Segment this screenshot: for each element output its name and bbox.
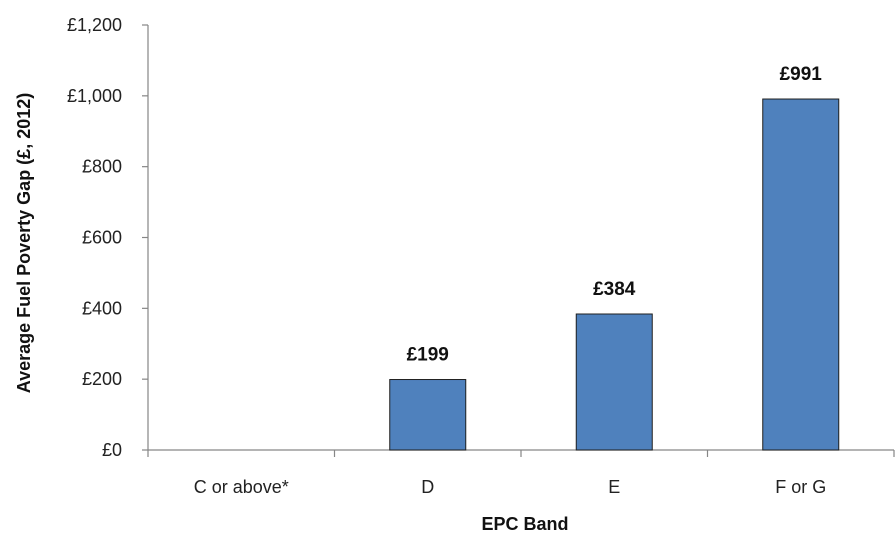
x-axis-title: EPC Band (481, 514, 568, 534)
x-axis: C or above* D E F or G (147, 449, 895, 497)
y-tick-label: £0 (102, 440, 122, 460)
data-label: £991 (780, 64, 823, 85)
x-tick-label: D (421, 477, 434, 497)
y-tick-label: £200 (82, 369, 122, 389)
data-labels: £199 £384 £991 (407, 64, 823, 366)
y-tick-label: £600 (82, 228, 122, 248)
bar-f-or-g (762, 98, 840, 451)
data-label: £199 (407, 345, 449, 366)
y-axis-title: Average Fuel Poverty Gap (£, 2012) (14, 93, 34, 393)
bars (389, 98, 840, 451)
y-tick-label: £1,000 (67, 86, 122, 106)
y-tick-label: £800 (82, 157, 122, 177)
data-label: £384 (593, 279, 636, 300)
x-tick-label: C or above* (194, 477, 289, 497)
x-tick-label: F or G (775, 477, 826, 497)
y-axis: £0 £200 £400 £600 £800 £1,000 £1,200 (67, 15, 149, 460)
y-tick-label: £1,200 (67, 15, 122, 35)
bar-e (575, 313, 653, 451)
y-tick-label: £400 (82, 298, 122, 318)
x-tick-label: E (608, 477, 620, 497)
bar-d (389, 379, 467, 451)
